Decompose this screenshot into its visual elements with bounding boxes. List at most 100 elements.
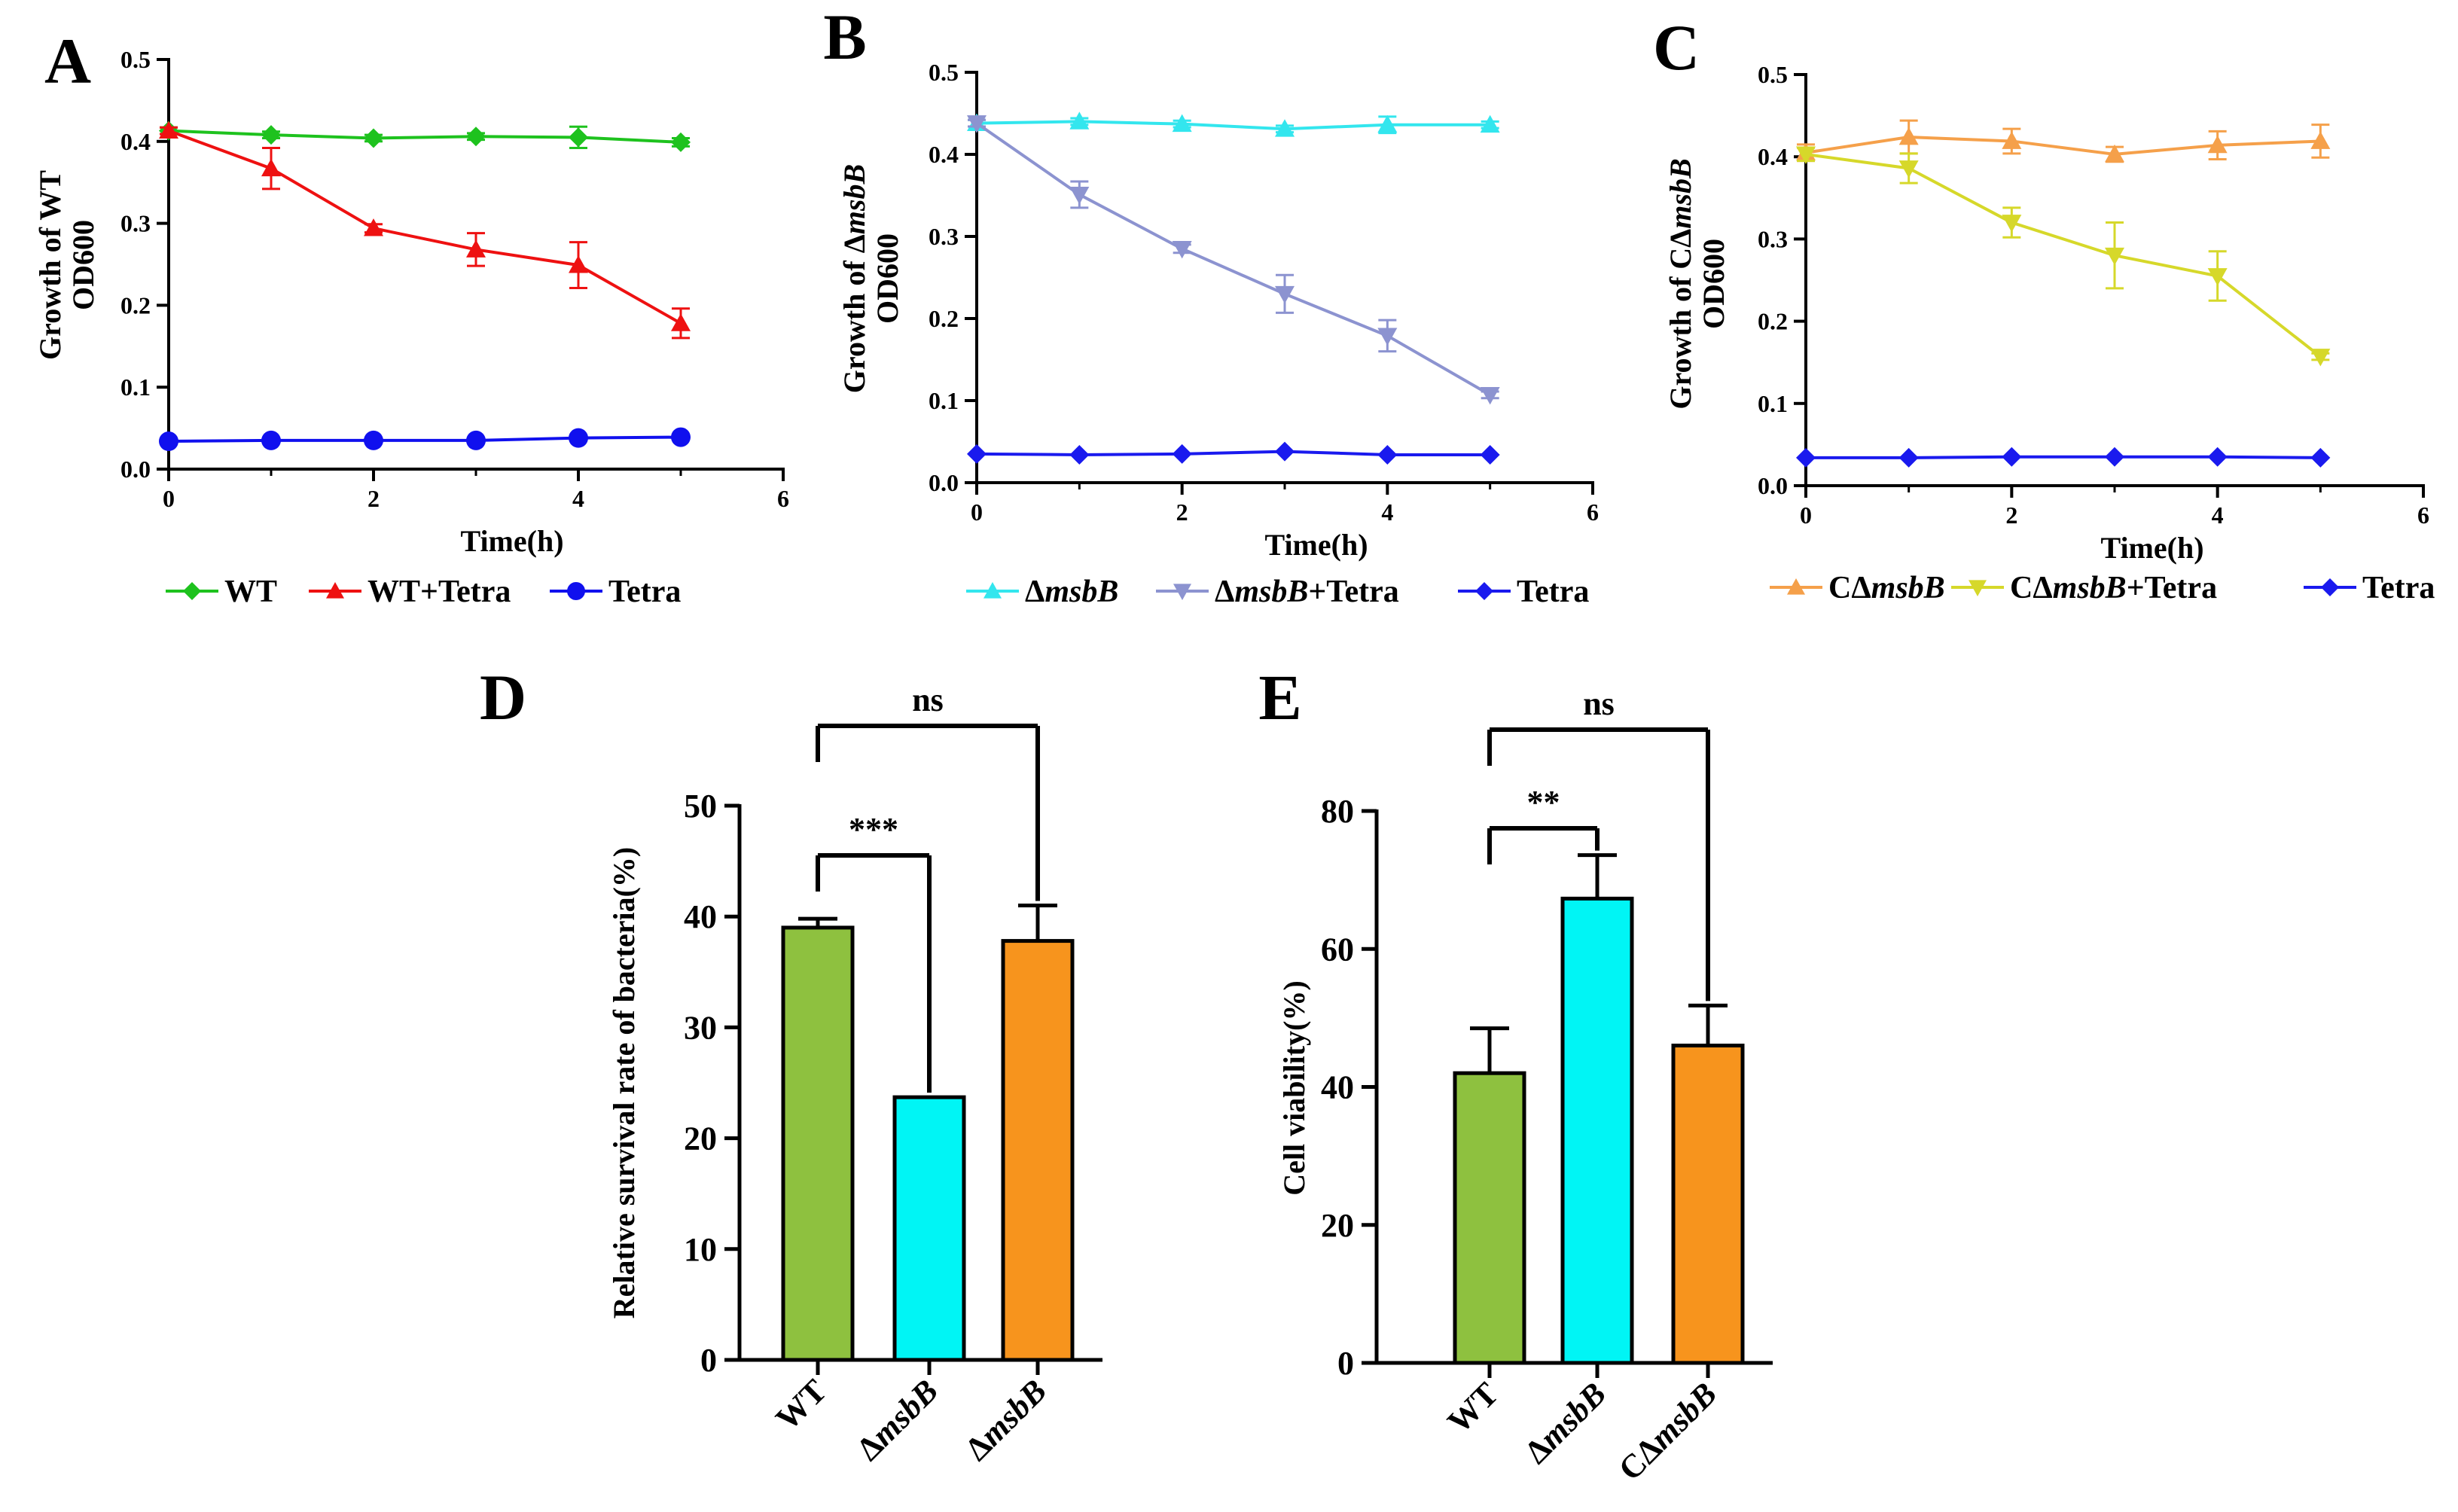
data-point <box>2002 215 2022 233</box>
data-point <box>2105 144 2124 163</box>
legend-label: ΔmsbB <box>1025 575 1118 609</box>
data-point <box>671 132 691 152</box>
panel-a: A 0.0 0.1 0.2 0.3 0.4 0.5 0 2 4 6 Time(h) Growth of … <box>33 25 789 609</box>
data-point <box>2207 268 2228 286</box>
bar-group <box>1671 1003 1745 1365</box>
legend-label: Tetra <box>608 575 681 609</box>
data-point <box>1898 127 1919 145</box>
legend-label: Tetra <box>1517 575 1589 609</box>
x-tick-label: 4 <box>572 485 584 512</box>
bar <box>1001 939 1075 1362</box>
series-line <box>1806 455 2321 459</box>
legend-label: Tetra <box>2362 571 2435 605</box>
legend-label: WT+Tetra <box>367 575 511 609</box>
data-point <box>2105 447 2124 467</box>
series-line <box>976 120 1490 131</box>
bar <box>781 925 855 1362</box>
y-tick-label: 30 <box>684 1009 717 1046</box>
series-line <box>1805 135 2321 156</box>
panel-d: D 0 10 20 30 40 50 Relative survival rate of ba… <box>480 661 1102 1468</box>
y-tick-label: 10 <box>684 1231 717 1268</box>
data-point <box>1069 111 1090 130</box>
x-tick-label: 6 <box>1587 498 1599 526</box>
x-axis-label: Time(h) <box>2100 531 2203 565</box>
category-label: ΔmsbB <box>958 1372 1054 1468</box>
x-tick-label: 6 <box>777 485 789 512</box>
significance-label: ns <box>912 681 944 718</box>
panel-letter: E <box>1258 661 1301 733</box>
series-line <box>976 450 1490 456</box>
data-point <box>2310 447 2331 468</box>
y-axis-label: Relative survival rate of bacteria(%) <box>607 847 641 1318</box>
data-point <box>1377 328 1398 346</box>
significance-label: ns <box>1583 685 1615 722</box>
category-label: WT <box>769 1372 834 1437</box>
bar-group <box>1560 853 1634 1365</box>
legend-swatch-marker <box>1173 584 1191 600</box>
series-0 <box>159 120 691 152</box>
legend-swatch-marker <box>984 582 1002 599</box>
panel-e: E 0 20 40 60 80 Cell viability(%) WTΔmsbBCΔmsbB… <box>1258 661 1773 1488</box>
data-point <box>2207 135 2228 154</box>
x-tick-label: 2 <box>1176 498 1188 526</box>
y-axis-label: Growth of CΔmsbB <box>1664 158 1697 409</box>
category-label: WT <box>1441 1375 1506 1440</box>
y-tick-label: 0.5 <box>929 59 959 86</box>
series-1 <box>967 115 1500 405</box>
bar-group <box>1001 903 1075 1362</box>
data-point <box>1172 444 1192 464</box>
x-axis-label: Time(h) <box>460 524 563 558</box>
data-point <box>261 430 281 450</box>
legend-swatch-marker <box>1475 582 1493 600</box>
data-point <box>1275 285 1295 304</box>
series-1 <box>159 120 691 340</box>
y-tick-label: 0.2 <box>929 305 959 332</box>
y-tick-label: 0.5 <box>120 46 151 73</box>
y-tick-label: 0.0 <box>1758 472 1788 499</box>
data-point <box>1377 444 1398 465</box>
y-tick-label: 0.4 <box>120 128 151 155</box>
data-point <box>261 158 281 177</box>
data-point <box>2310 131 2331 149</box>
data-point <box>569 255 588 273</box>
legend-swatch-marker <box>2321 578 2339 596</box>
legend-swatch-marker <box>567 582 585 600</box>
y-tick-label: 0 <box>700 1342 717 1379</box>
panel-c: C 0.0 0.1 0.2 0.3 0.4 0.5 0 2 4 6 Time(h) Growth of … <box>1653 11 2435 605</box>
series-2 <box>967 441 1500 465</box>
y-tick-label: 0.4 <box>1758 143 1788 170</box>
data-point <box>466 430 486 450</box>
legend-label: CΔmsbB <box>1828 571 1945 605</box>
legend-label: CΔmsbB+Tetra <box>2010 571 2217 605</box>
x-tick-label: 0 <box>1800 501 1812 529</box>
data-point <box>569 428 588 448</box>
y-axis-label: Growth of ΔmsbB <box>837 164 871 393</box>
bar <box>1560 896 1634 1365</box>
significance-bracket: *** <box>816 811 932 1093</box>
bar-group <box>1453 1026 1526 1365</box>
panel-letter: A <box>44 25 91 97</box>
significance-bracket: ns <box>1487 685 1710 1001</box>
y-tick-label: 50 <box>684 788 717 825</box>
y-tick-label: 0.3 <box>1758 225 1788 252</box>
significance-label: ** <box>1527 784 1560 821</box>
y-tick-label: 0.0 <box>929 469 959 496</box>
legend-label: WT <box>224 575 277 609</box>
bar <box>1453 1071 1526 1365</box>
y-tick-label: 60 <box>1321 931 1354 968</box>
data-point <box>1480 386 1500 405</box>
series-0 <box>967 111 1500 137</box>
series-1 <box>1796 146 2331 367</box>
data-point <box>466 127 486 147</box>
data-point <box>1377 114 1398 133</box>
data-point <box>2207 447 2228 467</box>
y-tick-label: 0.3 <box>120 210 151 237</box>
data-point <box>967 444 987 464</box>
data-point <box>364 430 383 450</box>
y-tick-label: 0.2 <box>1758 308 1788 335</box>
legend-swatch-marker <box>1969 580 1987 596</box>
x-tick-label: 6 <box>2417 501 2429 529</box>
x-axis-label: Time(h) <box>1264 528 1368 562</box>
data-point <box>1275 441 1295 462</box>
